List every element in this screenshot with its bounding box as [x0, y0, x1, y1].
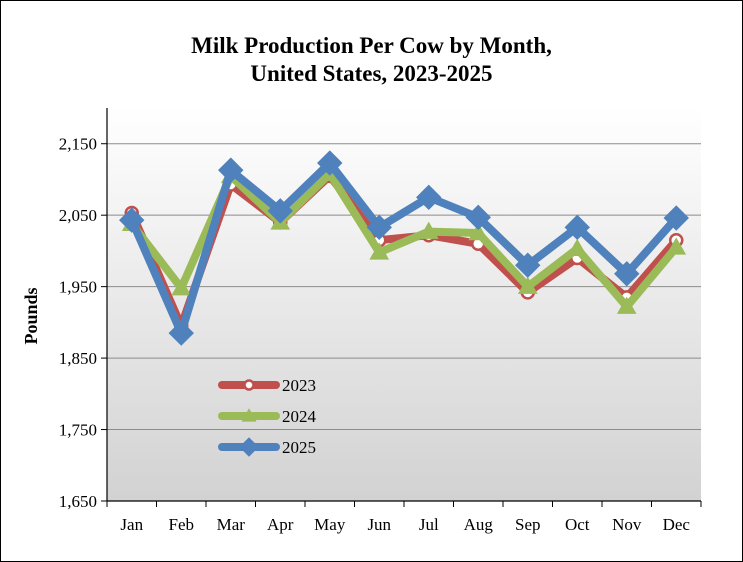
- x-tick-label: Mar: [217, 515, 246, 534]
- x-tick-label: Oct: [565, 515, 590, 534]
- x-tick-label: May: [314, 515, 346, 534]
- data-point-triangle: [241, 408, 257, 422]
- series-line: [127, 159, 681, 338]
- y-tick-label: 2,150: [59, 135, 97, 154]
- x-tick-label: Jun: [367, 515, 391, 534]
- legend-label: 2024: [282, 407, 317, 426]
- data-point-triangle: [567, 238, 588, 257]
- data-point-diamond: [218, 157, 244, 183]
- data-point-diamond: [366, 214, 392, 241]
- y-tick-label: 1,950: [59, 278, 97, 297]
- y-axis-title: Pounds: [21, 287, 41, 344]
- x-tick-label: Apr: [267, 515, 294, 534]
- data-point-triangle: [418, 221, 439, 239]
- plot-area: [107, 108, 701, 501]
- legend-label: 2025: [282, 438, 316, 457]
- y-tick-label: 2,050: [59, 206, 97, 225]
- legend-label: 2023: [282, 376, 316, 395]
- data-point-diamond: [317, 150, 343, 176]
- chart-title-line1: Milk Production Per Cow by Month,: [191, 33, 552, 58]
- data-point-diamond: [515, 252, 541, 278]
- y-tick-label: 1,650: [59, 492, 97, 511]
- legend-item-2025: 2025: [218, 437, 316, 457]
- data-point-circle: [243, 379, 255, 391]
- data-point-diamond: [663, 205, 689, 231]
- chart-title: Milk Production Per Cow by Month, United…: [0, 32, 743, 88]
- data-point-diamond: [465, 204, 491, 231]
- data-point-diamond: [614, 261, 640, 287]
- data-point-diamond: [416, 184, 442, 211]
- data-point-triangle: [468, 223, 489, 241]
- y-tick-label: 1,750: [59, 421, 97, 440]
- x-tick-label: Sep: [515, 515, 541, 534]
- y-tick-label: 1,850: [59, 349, 97, 368]
- x-tick-labels: Jan Feb Mar Apr May Jun Jul Aug Sep Oct Nov Dec: [120, 515, 690, 534]
- x-tick-label: Jul: [419, 515, 439, 534]
- data-point-diamond: [564, 214, 590, 241]
- legend-item-2023: 2023: [218, 376, 316, 395]
- x-tick-label: Aug: [464, 515, 494, 534]
- data-point-triangle: [517, 276, 538, 294]
- axes: [106, 108, 702, 507]
- data-point-diamond: [239, 437, 259, 457]
- data-point-diamond: [168, 320, 194, 346]
- data-point-triangle: [666, 237, 687, 255]
- data-point-triangle: [616, 296, 637, 314]
- y-tick-labels: 1,650 1,750 1,850 1,950 2,050 2,150: [59, 135, 97, 511]
- chart-title-line2: United States, 2023-2025: [250, 61, 493, 86]
- legend-item-2024: 2024: [218, 407, 317, 426]
- data-point-triangle: [369, 242, 390, 260]
- series-group: [119, 150, 689, 346]
- x-tick-label: Dec: [663, 515, 691, 534]
- x-tick-label: Nov: [612, 515, 642, 534]
- x-tick-label: Jan: [120, 515, 143, 534]
- data-point-diamond: [119, 207, 145, 233]
- data-point-diamond: [267, 198, 293, 224]
- series-2025: [119, 150, 689, 346]
- x-tick-label: Feb: [169, 515, 195, 534]
- data-point-triangle: [171, 278, 192, 296]
- legend: 2023 2024 2025: [218, 376, 317, 457]
